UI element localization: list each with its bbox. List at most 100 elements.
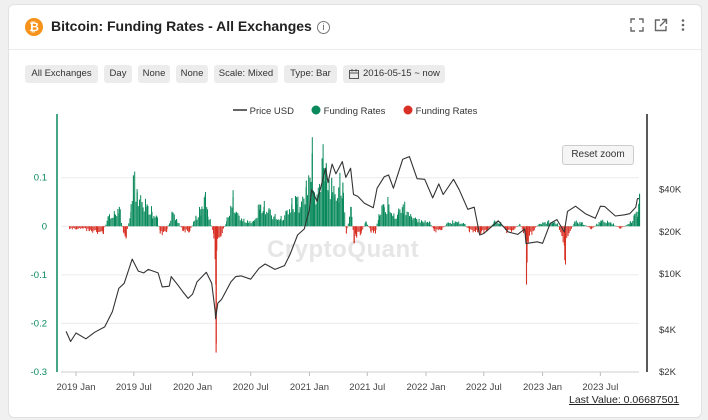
funding-rate-bar — [480, 226, 482, 234]
funding-rate-bar — [178, 223, 180, 227]
more-vertical-icon[interactable] — [675, 18, 691, 34]
funding-rate-bar — [273, 216, 275, 227]
card-header: ₿ Bitcoin: Funding Rates - All Exchanges… — [9, 5, 701, 50]
info-icon[interactable]: i — [316, 21, 330, 34]
y-right-tick-label: $4K — [659, 325, 677, 336]
funding-rate-bar — [161, 226, 163, 236]
funding-rate-bar — [297, 196, 299, 227]
funding-rate-bar — [527, 226, 529, 241]
funding-rate-bar — [383, 204, 385, 227]
comparison-filter[interactable]: None — [176, 65, 208, 83]
funding-rate-bar — [212, 226, 214, 230]
funding-rate-bar — [187, 226, 188, 231]
funding-rate-bar — [483, 226, 485, 234]
funding-rate-bar — [447, 222, 449, 227]
funding-rate-bar — [274, 214, 276, 227]
funding-rate-bar — [388, 204, 390, 227]
funding-rate-bar — [637, 211, 639, 227]
funding-rate-bar — [564, 226, 566, 261]
funding-rate-bar — [591, 226, 593, 229]
funding-rate-bar — [224, 226, 226, 227]
funding-rate-bar — [599, 222, 601, 227]
funding-rate-bar — [148, 214, 150, 227]
funding-rate-bar — [255, 218, 257, 227]
y-right-tick-label: $2K — [659, 367, 677, 378]
calendar-icon — [349, 69, 359, 79]
funding-rate-bar — [146, 204, 148, 227]
external-link-icon[interactable] — [653, 18, 669, 34]
funding-rate-bar — [86, 226, 88, 232]
funding-rate-bar — [310, 181, 312, 227]
funding-rate-bar — [286, 211, 288, 227]
legend-funding-positive[interactable]: Funding Rates — [311, 105, 385, 117]
last-value[interactable]: Last Value: 0.06687501 — [569, 394, 680, 406]
funding-rate-bar — [289, 209, 290, 227]
funding-rate-bar — [137, 206, 139, 227]
funding-rate-bar — [102, 226, 104, 234]
funding-rate-bar — [247, 221, 249, 227]
funding-rate-bar — [407, 212, 409, 227]
reset-zoom-button[interactable]: Reset zoom — [562, 145, 634, 165]
funding-rate-bar — [369, 226, 371, 229]
funding-rate-bar — [406, 211, 408, 227]
funding-rate-bar — [382, 204, 384, 227]
funding-rate-bar — [233, 212, 235, 227]
funding-rate-bar — [237, 213, 239, 227]
funding-rate-bar — [473, 226, 475, 232]
funding-rate-bar — [475, 226, 476, 233]
moving-average-filter[interactable]: None — [138, 65, 170, 83]
funding-rate-bar — [225, 224, 227, 227]
date-range-picker[interactable]: 2016-05-15 ~ now — [343, 65, 445, 83]
funding-rate-bar — [368, 226, 370, 227]
funding-rate-bar — [172, 212, 174, 227]
funding-rate-bar — [334, 197, 336, 227]
funding-rate-bar — [410, 214, 412, 227]
funding-rate-bar — [77, 226, 79, 229]
funding-rate-bar — [355, 226, 357, 236]
funding-rate-bar — [96, 226, 98, 233]
funding-rate-bar — [106, 220, 108, 227]
funding-rate-bar — [290, 212, 292, 227]
funding-rate-bar — [121, 222, 122, 227]
funding-rate-bar — [293, 212, 295, 227]
funding-rate-bar — [373, 226, 374, 233]
funding-rate-bar — [543, 222, 545, 227]
funding-rate-bar — [587, 226, 589, 228]
window-filter[interactable]: Day — [104, 65, 132, 83]
funding-rate-bar — [339, 172, 341, 227]
legend-price-usd[interactable]: Price USD — [233, 105, 294, 117]
funding-rate-bar — [448, 223, 450, 227]
exchange-filter[interactable]: All Exchanges — [25, 65, 98, 83]
funding-rate-bar — [463, 223, 464, 227]
expand-icon[interactable] — [629, 18, 645, 34]
funding-rate-bar — [452, 220, 454, 227]
funding-rate-bar — [142, 207, 144, 227]
funding-rates-chart[interactable]: 2019 Jan 2019 Jul 2020 Jan 2020 Jul 2021 Jan… — [17, 9, 701, 413]
type-filter[interactable]: Type: Bar — [284, 65, 337, 83]
funding-rate-bar — [626, 225, 628, 227]
funding-rate-bar — [298, 212, 300, 227]
funding-rate-bar — [117, 209, 119, 227]
funding-rate-bar — [633, 215, 635, 227]
funding-rate-bar — [327, 190, 329, 227]
funding-rate-bar — [578, 223, 580, 227]
funding-rate-bar — [99, 226, 101, 233]
funding-rate-bar — [184, 226, 186, 233]
funding-rate-bar — [132, 175, 134, 227]
funding-rate-bar — [530, 226, 532, 232]
funding-rate-bar — [425, 222, 427, 227]
y-left-tick-label: 0.1 — [34, 173, 47, 184]
funding-rate-bar — [344, 212, 346, 227]
legend-funding-negative[interactable]: Funding Rates — [403, 105, 477, 117]
funding-rate-bar — [484, 226, 486, 230]
funding-rate-bar — [313, 190, 314, 227]
funding-rate-bar — [305, 187, 307, 227]
funding-rate-bar — [561, 226, 563, 236]
funding-rate-bar — [597, 224, 599, 227]
funding-rate-bar — [584, 225, 586, 227]
funding-rate-bar — [134, 171, 136, 227]
funding-rate-bar — [634, 214, 636, 227]
funding-rate-bar — [632, 220, 634, 227]
scale-filter[interactable]: Scale: Mixed — [214, 65, 278, 83]
funding-rate-bar — [611, 224, 613, 227]
